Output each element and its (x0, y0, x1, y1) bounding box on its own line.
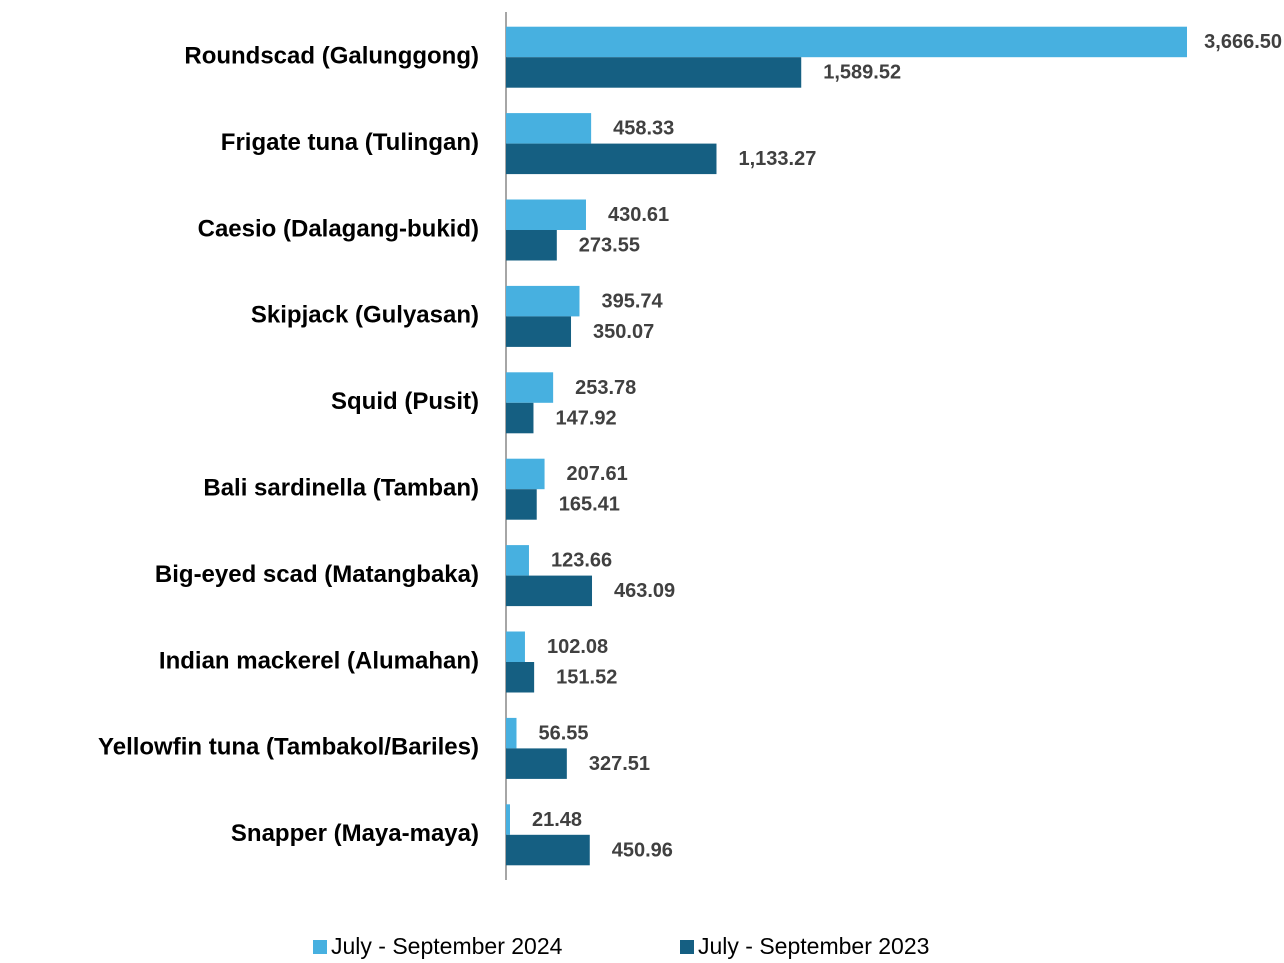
legend-label: July - September 2023 (698, 933, 929, 959)
category-label: Frigate tuna (Tulingan) (221, 129, 479, 156)
value-label: 123.66 (551, 550, 612, 572)
value-label: 3,666.50 (1204, 31, 1282, 53)
value-label: 151.52 (556, 667, 617, 689)
value-label: 458.33 (613, 118, 674, 140)
category-label: Roundscad (Galunggong) (184, 43, 479, 70)
value-label: 463.09 (614, 580, 675, 602)
bar (506, 489, 537, 520)
value-label: 147.92 (555, 407, 616, 429)
value-label: 165.41 (559, 494, 620, 516)
category-label: Squid (Pusit) (331, 388, 479, 415)
bar (506, 804, 510, 835)
category-label: Snapper (Maya-maya) (231, 820, 479, 847)
bar (506, 402, 534, 434)
legend-swatch (313, 940, 327, 954)
value-label: 450.96 (612, 839, 673, 861)
bar (506, 575, 593, 607)
value-label: 253.78 (575, 377, 636, 399)
value-label: 273.55 (579, 235, 640, 257)
bar (506, 717, 517, 749)
bar (506, 631, 525, 662)
bar (506, 57, 802, 88)
value-label: 327.51 (589, 753, 650, 775)
bar (506, 199, 586, 230)
bar (506, 230, 557, 261)
legend-label: July - September 2024 (331, 933, 563, 959)
category-label: Big-eyed scad (Matangbaka) (155, 561, 479, 588)
category-label: Skipjack (Gulyasan) (251, 302, 479, 329)
category-label: Bali sardinella (Tamban) (203, 475, 479, 502)
bar (506, 372, 554, 403)
value-label: 21.48 (532, 809, 582, 831)
bar (506, 26, 1187, 58)
value-label: 350.07 (593, 321, 654, 343)
bar (506, 143, 717, 175)
bar (506, 545, 529, 576)
value-label: 395.74 (602, 290, 664, 312)
bar (506, 285, 580, 317)
category-label: Indian mackerel (Alumahan) (159, 647, 479, 674)
value-label: 1,133.27 (738, 148, 816, 170)
value-label: 102.08 (547, 636, 608, 658)
value-label: 207.61 (567, 463, 628, 485)
value-label: 56.55 (539, 722, 589, 744)
bar (506, 113, 592, 144)
category-label: Caesio (Dalagang-bukid) (198, 215, 479, 242)
category-label: Yellowfin tuna (Tambakol/Bariles) (98, 734, 479, 761)
bar (506, 834, 590, 866)
bar (506, 748, 567, 779)
value-label: 1,589.52 (823, 62, 901, 84)
value-label: 430.61 (608, 204, 669, 226)
legend-swatch (680, 940, 694, 954)
bar (506, 316, 572, 347)
bar (506, 458, 545, 490)
bar (506, 662, 535, 693)
